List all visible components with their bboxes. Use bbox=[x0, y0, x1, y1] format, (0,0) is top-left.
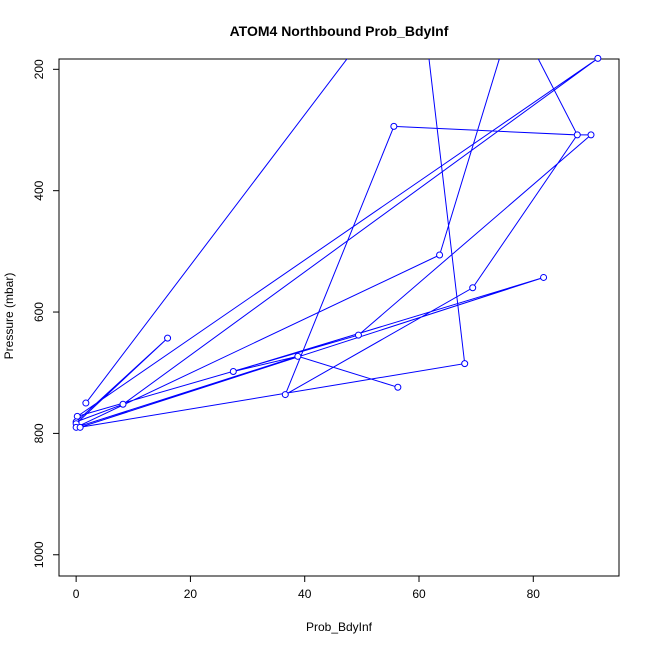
points-layer bbox=[72, 54, 602, 431]
data-point bbox=[281, 391, 289, 399]
x-axis: 0 20 40 60 80 bbox=[73, 575, 541, 601]
data-point bbox=[164, 334, 172, 342]
data-point bbox=[594, 54, 602, 62]
data-point bbox=[294, 352, 302, 360]
y-axis: 200 400 600 800 1000 bbox=[32, 59, 60, 568]
x-tick-label: 20 bbox=[184, 587, 198, 601]
chart-title: ATOM4 Northbound Prob_BdyInf bbox=[230, 23, 449, 39]
data-point bbox=[436, 251, 444, 259]
data-point bbox=[461, 360, 469, 368]
data-point bbox=[82, 399, 90, 407]
data-point bbox=[469, 284, 477, 292]
data-point bbox=[119, 400, 127, 408]
data-point bbox=[229, 368, 237, 376]
x-tick-label: 40 bbox=[298, 587, 312, 601]
data-point bbox=[354, 331, 362, 339]
data-point bbox=[573, 131, 581, 139]
y-tick-label: 200 bbox=[32, 59, 46, 79]
data-point bbox=[587, 131, 595, 139]
series-line bbox=[75, 59, 598, 428]
y-tick-label: 1000 bbox=[32, 541, 46, 568]
x-tick-label: 80 bbox=[527, 587, 541, 601]
data-point bbox=[390, 122, 398, 130]
y-tick-label: 800 bbox=[32, 423, 46, 443]
data-point bbox=[394, 383, 402, 391]
data-point bbox=[76, 423, 84, 431]
x-tick-label: 60 bbox=[412, 587, 426, 601]
y-tick-label: 600 bbox=[32, 302, 46, 322]
y-tick-label: 400 bbox=[32, 180, 46, 200]
x-axis-label: Prob_BdyInf bbox=[306, 620, 373, 634]
plot-box bbox=[58, 58, 620, 577]
x-tick-label: 0 bbox=[73, 587, 80, 601]
data-point bbox=[540, 273, 548, 281]
series-layer bbox=[75, 59, 598, 428]
y-axis-label: Pressure (mbar) bbox=[2, 273, 16, 360]
